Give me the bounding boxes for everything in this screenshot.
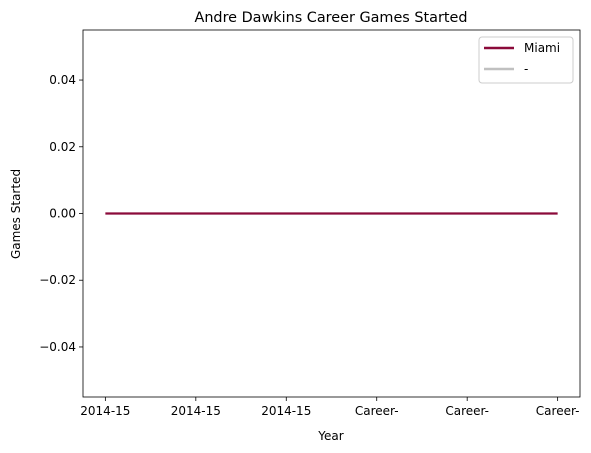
x-axis-ticks: 2014-15 2014-15 2014-15 Career- Career- Caree… [80, 397, 579, 418]
legend-label-dash: - [524, 62, 528, 76]
x-tick-label: Career- [536, 404, 580, 418]
y-tick-label: −0.04 [39, 340, 76, 354]
legend-label-miami: Miami [524, 41, 560, 55]
y-tick-label: 0.04 [49, 73, 76, 87]
legend: Miami - [478, 36, 574, 84]
x-tick-label: 2014-15 [80, 404, 130, 418]
y-tick-label: −0.02 [39, 273, 76, 287]
x-tick-label: Career- [445, 404, 489, 418]
y-tick-label: 0.02 [49, 140, 76, 154]
x-tick-label: 2014-15 [261, 404, 311, 418]
chart-title: Andre Dawkins Career Games Started [194, 10, 467, 26]
x-axis-label: Year [317, 429, 343, 443]
y-axis-ticks: −0.04 −0.02 0.00 0.02 0.04 [39, 73, 83, 354]
x-tick-label: 2014-15 [171, 404, 221, 418]
x-tick-label: Career- [355, 404, 399, 418]
y-tick-label: 0.00 [49, 207, 76, 221]
y-axis-label: Games Started [9, 169, 23, 259]
